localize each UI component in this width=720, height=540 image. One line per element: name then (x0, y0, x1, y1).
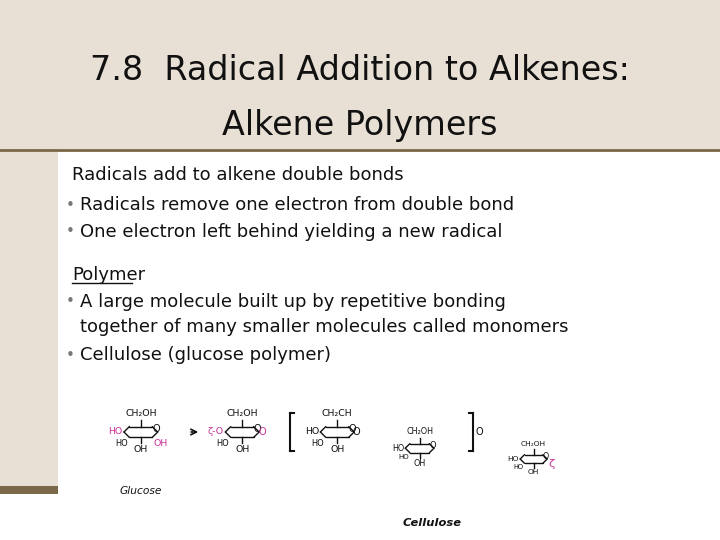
Text: One electron left behind yielding a new radical: One electron left behind yielding a new … (80, 223, 503, 241)
Text: O: O (430, 441, 436, 450)
Text: CH₂OH: CH₂OH (227, 409, 258, 417)
Text: ζ-O: ζ-O (208, 428, 224, 436)
Text: O: O (259, 427, 266, 437)
Text: HO: HO (115, 438, 128, 448)
Text: •: • (66, 198, 75, 213)
Text: OH: OH (528, 469, 539, 475)
Text: CH₂OH: CH₂OH (125, 409, 156, 417)
Text: O: O (543, 453, 549, 461)
Text: HO: HO (217, 438, 230, 448)
Text: OH: OH (153, 438, 168, 448)
Text: HO: HO (392, 444, 404, 453)
Text: OH: OH (235, 445, 249, 454)
Text: OH: OH (413, 459, 426, 468)
Text: CH₂OH: CH₂OH (521, 442, 546, 448)
Text: O: O (476, 427, 484, 437)
Bar (0, 0, 720, 150)
Text: Radicals remove one electron from double bond: Radicals remove one electron from double… (80, 196, 514, 214)
Text: OH: OH (330, 445, 344, 454)
Text: •: • (66, 294, 75, 309)
Text: Glucose: Glucose (120, 486, 162, 496)
Text: Alkene Polymers: Alkene Polymers (222, 109, 498, 141)
Text: HO: HO (312, 438, 325, 448)
Text: OH: OH (134, 445, 148, 454)
Text: CH₂OH: CH₂OH (406, 427, 433, 436)
Text: HO: HO (305, 428, 319, 436)
Bar (0, 486, 58, 494)
Text: Radicals add to alkene double bonds: Radicals add to alkene double bonds (72, 166, 404, 184)
Text: together of many smaller molecules called monomers: together of many smaller molecules calle… (80, 318, 569, 336)
Text: •: • (66, 348, 75, 362)
Text: O: O (153, 424, 160, 434)
Text: CH₂CH: CH₂CH (322, 409, 353, 417)
Bar (0, 150, 58, 490)
Text: •: • (66, 225, 75, 240)
Text: 7.8  Radical Addition to Alkenes:: 7.8 Radical Addition to Alkenes: (90, 53, 630, 86)
Text: HO: HO (508, 456, 519, 462)
Text: O: O (349, 424, 356, 434)
Text: O: O (353, 427, 360, 437)
Text: Polymer: Polymer (72, 266, 145, 284)
Text: ζ: ζ (549, 460, 555, 469)
Text: HO: HO (108, 428, 122, 436)
Text: Cellulose (glucose polymer): Cellulose (glucose polymer) (80, 346, 331, 364)
Text: A large molecule built up by repetitive bonding: A large molecule built up by repetitive … (80, 293, 506, 311)
Text: O: O (254, 424, 261, 434)
Text: HO: HO (513, 464, 523, 470)
Text: HO: HO (398, 454, 409, 460)
Text: Cellulose: Cellulose (402, 518, 462, 529)
